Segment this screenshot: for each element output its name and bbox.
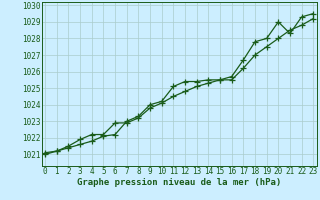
X-axis label: Graphe pression niveau de la mer (hPa): Graphe pression niveau de la mer (hPa) (77, 178, 281, 187)
